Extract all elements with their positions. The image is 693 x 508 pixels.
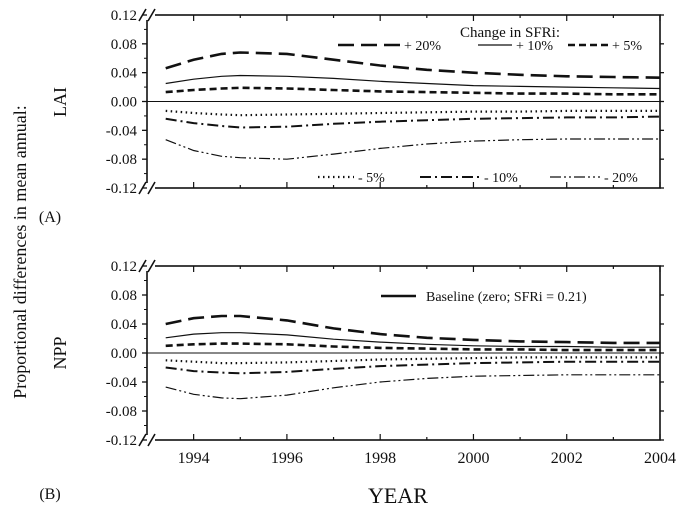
y-tick-label: 0.04	[111, 317, 138, 333]
x-tick-label: 1996	[271, 450, 303, 467]
series-line-5-plus	[165, 86, 660, 96]
legend-label-baseline: Baseline (zero; SFRi = 0.21)	[426, 290, 587, 305]
figure-xlabel: YEAR	[368, 483, 428, 508]
series-line-5-plus	[165, 342, 660, 352]
series-line-5-minus	[165, 109, 660, 117]
series-line-10-minus	[165, 115, 661, 129]
y-tick-label: 0.08	[111, 288, 137, 304]
y-tick-label: 0.08	[111, 37, 137, 53]
legend-title: Change in SFRi:	[460, 25, 560, 41]
series-line-5-minus	[165, 356, 660, 365]
legend-label: + 20%	[404, 39, 441, 54]
y-tick-label: -0.08	[106, 404, 137, 420]
legend-label: - 20%	[604, 171, 638, 186]
figure-ylabel: Proportional differences in mean annual:	[10, 105, 30, 399]
x-tick-label: 1994	[178, 450, 210, 467]
x-tick-label: 2004	[644, 450, 676, 467]
series-line-10-plus	[165, 332, 660, 348]
legend-label: + 10%	[516, 39, 553, 54]
y-tick-label: -0.12	[106, 433, 137, 449]
y-tick-label: 0.04	[111, 66, 138, 82]
legend-label: - 10%	[484, 171, 518, 186]
y-tick-label: -0.08	[106, 152, 137, 168]
panel-ylabel: NPP	[50, 336, 70, 369]
axis-break-mark	[147, 259, 156, 273]
series-line-10-minus	[165, 360, 660, 375]
series-line-20-plus	[165, 51, 661, 79]
series-line-10-plus	[165, 74, 661, 90]
panel-a: 0.12 0.08 0.04 0.00 -0.04 -0.08 -0.12 (A) LAI Cha…	[39, 8, 664, 226]
y-tick-label: -0.04	[106, 375, 138, 391]
axis-break-mark	[147, 433, 156, 447]
series-line-20-minus	[165, 374, 660, 400]
series-line-20-minus	[165, 138, 660, 160]
axis-break-mark	[147, 8, 156, 22]
legend-label: + 5%	[612, 39, 642, 54]
series-line-20-plus	[165, 314, 660, 345]
x-tick-label: 2002	[551, 450, 583, 467]
panel-label: (A)	[39, 209, 61, 226]
x-tick-label: 2000	[457, 450, 489, 467]
y-tick-label: 0.00	[111, 346, 137, 362]
y-tick-label: 0.12	[111, 8, 137, 24]
y-tick-label: 0.12	[111, 259, 137, 275]
axis-break-mark	[147, 181, 156, 195]
panel-label: (B)	[39, 486, 60, 503]
y-tick-label: -0.12	[106, 181, 137, 197]
y-tick-label: -0.04	[106, 123, 138, 139]
legend-label: - 5%	[358, 171, 385, 186]
panel-ylabel: LAI	[50, 87, 70, 117]
y-tick-label: 0.00	[111, 95, 137, 111]
x-tick-label: 1998	[364, 450, 396, 467]
panel-b: 0.12 0.08 0.04 0.00 -0.04 -0.08 -0.12 1994 1996 1…	[39, 259, 676, 503]
